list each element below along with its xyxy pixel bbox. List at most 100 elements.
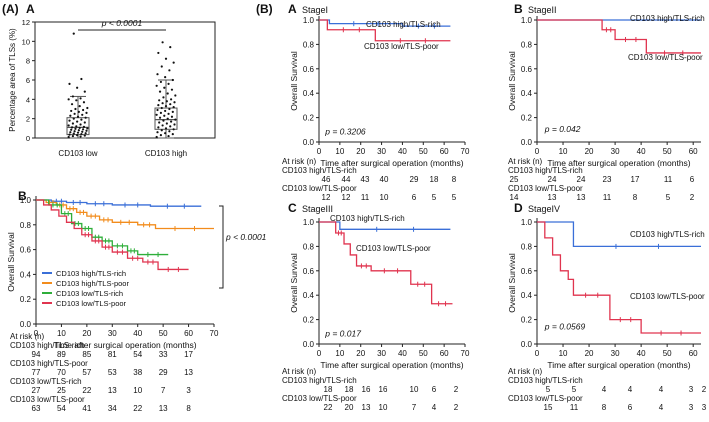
data-point xyxy=(69,131,72,134)
y-tick-label: 0.6 xyxy=(303,65,315,74)
x-tick-label: 20 xyxy=(585,147,594,156)
data-point xyxy=(163,86,166,89)
x-tick-label: 0 xyxy=(34,329,39,338)
risk-value: 8 xyxy=(452,175,457,184)
data-point xyxy=(165,100,168,103)
risk-value: 18 xyxy=(324,385,333,394)
risk-value: 4 xyxy=(602,385,607,394)
risk-value: 34 xyxy=(108,404,117,413)
x-tick-label: 10 xyxy=(335,349,344,358)
panel-label-main-a: (A) xyxy=(2,2,19,16)
x-tick-label: 10 xyxy=(57,329,66,338)
data-point xyxy=(77,110,80,113)
y-tick-label: 0.0 xyxy=(521,138,533,147)
risk-table-title: At risk (n) xyxy=(508,157,543,166)
km_all-group: 0.0 0.2 0.4 0.6 0.8 1.0 0 10 20 30 40 50 60 70 Time af… xyxy=(6,196,267,413)
data-point xyxy=(75,99,78,102)
x-tick-label: 40 xyxy=(637,349,646,358)
y-tick-label: 0.6 xyxy=(303,267,315,276)
risk-value: 54 xyxy=(57,404,66,413)
data-point xyxy=(72,132,75,135)
y-tick-label: 1.0 xyxy=(521,218,533,227)
risk-value: 44 xyxy=(342,175,351,184)
p-value: p = 0.0569 xyxy=(544,321,586,331)
risk-value: 22 xyxy=(324,403,333,412)
risk-value: 25 xyxy=(57,386,66,395)
risk-table-title: At risk (n) xyxy=(282,157,317,166)
data-point xyxy=(164,132,167,135)
risk-value: 4 xyxy=(628,385,633,394)
risk-value: 3 xyxy=(702,403,707,412)
y-tick-label: 0.0 xyxy=(521,340,533,349)
data-point xyxy=(158,121,161,124)
risk-value: 41 xyxy=(82,404,91,413)
risk-value: 23 xyxy=(603,175,612,184)
risk-value: 13 xyxy=(108,386,117,395)
x-axis-label: Time after surgical operation (months) xyxy=(53,340,196,350)
risk-value: 4 xyxy=(659,403,664,412)
data-point xyxy=(171,110,174,113)
survival-curve-orange xyxy=(36,199,214,230)
x-tick-label: 0 xyxy=(317,147,322,156)
risk-value: 43 xyxy=(361,175,370,184)
y-tick-label: 1.0 xyxy=(303,16,315,25)
curve-label: CD103 high/TLS-rich xyxy=(630,14,705,23)
panel-sub-label: B xyxy=(514,2,523,16)
x-tick-label: 20 xyxy=(82,329,91,338)
data-point xyxy=(169,125,172,128)
data-point xyxy=(71,95,74,98)
risk-value: 85 xyxy=(82,350,91,359)
data-point xyxy=(170,115,174,118)
risk-value: 53 xyxy=(108,368,117,377)
data-point xyxy=(174,118,177,121)
risk-row-label: CD103 high/TLS-rich xyxy=(508,166,583,175)
data-point xyxy=(76,115,80,118)
curve-label: CD103 low/TLS-poor xyxy=(630,292,705,301)
risk-value: 70 xyxy=(57,368,66,377)
risk-value: 10 xyxy=(379,403,388,412)
risk-row-label: CD103 high/TLS-rich xyxy=(10,341,85,350)
data-point xyxy=(83,121,86,124)
panel-title: StageIV xyxy=(528,204,560,214)
risk-value: 22 xyxy=(82,386,91,395)
data-point xyxy=(159,134,162,137)
data-point xyxy=(168,69,171,72)
data-point xyxy=(73,130,76,133)
data-point xyxy=(155,84,158,87)
data-point xyxy=(79,135,82,138)
y-tick-label: 8 xyxy=(26,57,30,66)
data-point xyxy=(76,131,80,134)
y-tick-label: 0.2 xyxy=(20,295,32,304)
risk-value: 8 xyxy=(633,193,638,202)
km_stage3-group: 0.0 0.2 0.4 0.6 0.8 1.0 0 10 20 30 40 50 60 70 Time af… xyxy=(282,201,470,412)
data-point xyxy=(164,127,168,130)
risk-value: 2 xyxy=(702,385,707,394)
data-point xyxy=(74,107,77,111)
y-tick-label: 2 xyxy=(26,115,30,124)
x-tick-label: 10 xyxy=(335,147,344,156)
y-tick-label: 0.8 xyxy=(303,40,315,49)
p-value: p = 0.3206 xyxy=(324,127,366,137)
panel-title: StageI xyxy=(302,5,328,15)
risk-value: 8 xyxy=(602,403,607,412)
data-point xyxy=(70,126,74,129)
y-tick-label: 0.6 xyxy=(20,246,32,255)
survival-curve-blue xyxy=(319,221,451,230)
data-point xyxy=(158,90,162,93)
data-point xyxy=(171,133,174,136)
data-point xyxy=(166,92,169,95)
data-point xyxy=(67,135,70,139)
x-tick-label: 30 xyxy=(377,147,386,156)
data-point xyxy=(160,129,163,132)
y-tick-label: 0.6 xyxy=(521,65,533,74)
km_stage1-group: 0.0 0.2 0.4 0.6 0.8 1.0 0 10 20 30 40 50 60 70 Time af… xyxy=(282,2,470,202)
data-point xyxy=(82,128,85,131)
y-tick-label: 10 xyxy=(22,37,30,46)
x-tick-label: 40 xyxy=(398,349,407,358)
x-tick-label: 30 xyxy=(108,329,117,338)
risk-value: 13 xyxy=(184,368,193,377)
y-tick-label: 0.6 xyxy=(521,267,533,276)
risk-value: 13 xyxy=(577,193,586,202)
p-value: p < 0.0001 xyxy=(101,18,143,28)
data-point xyxy=(72,117,75,120)
